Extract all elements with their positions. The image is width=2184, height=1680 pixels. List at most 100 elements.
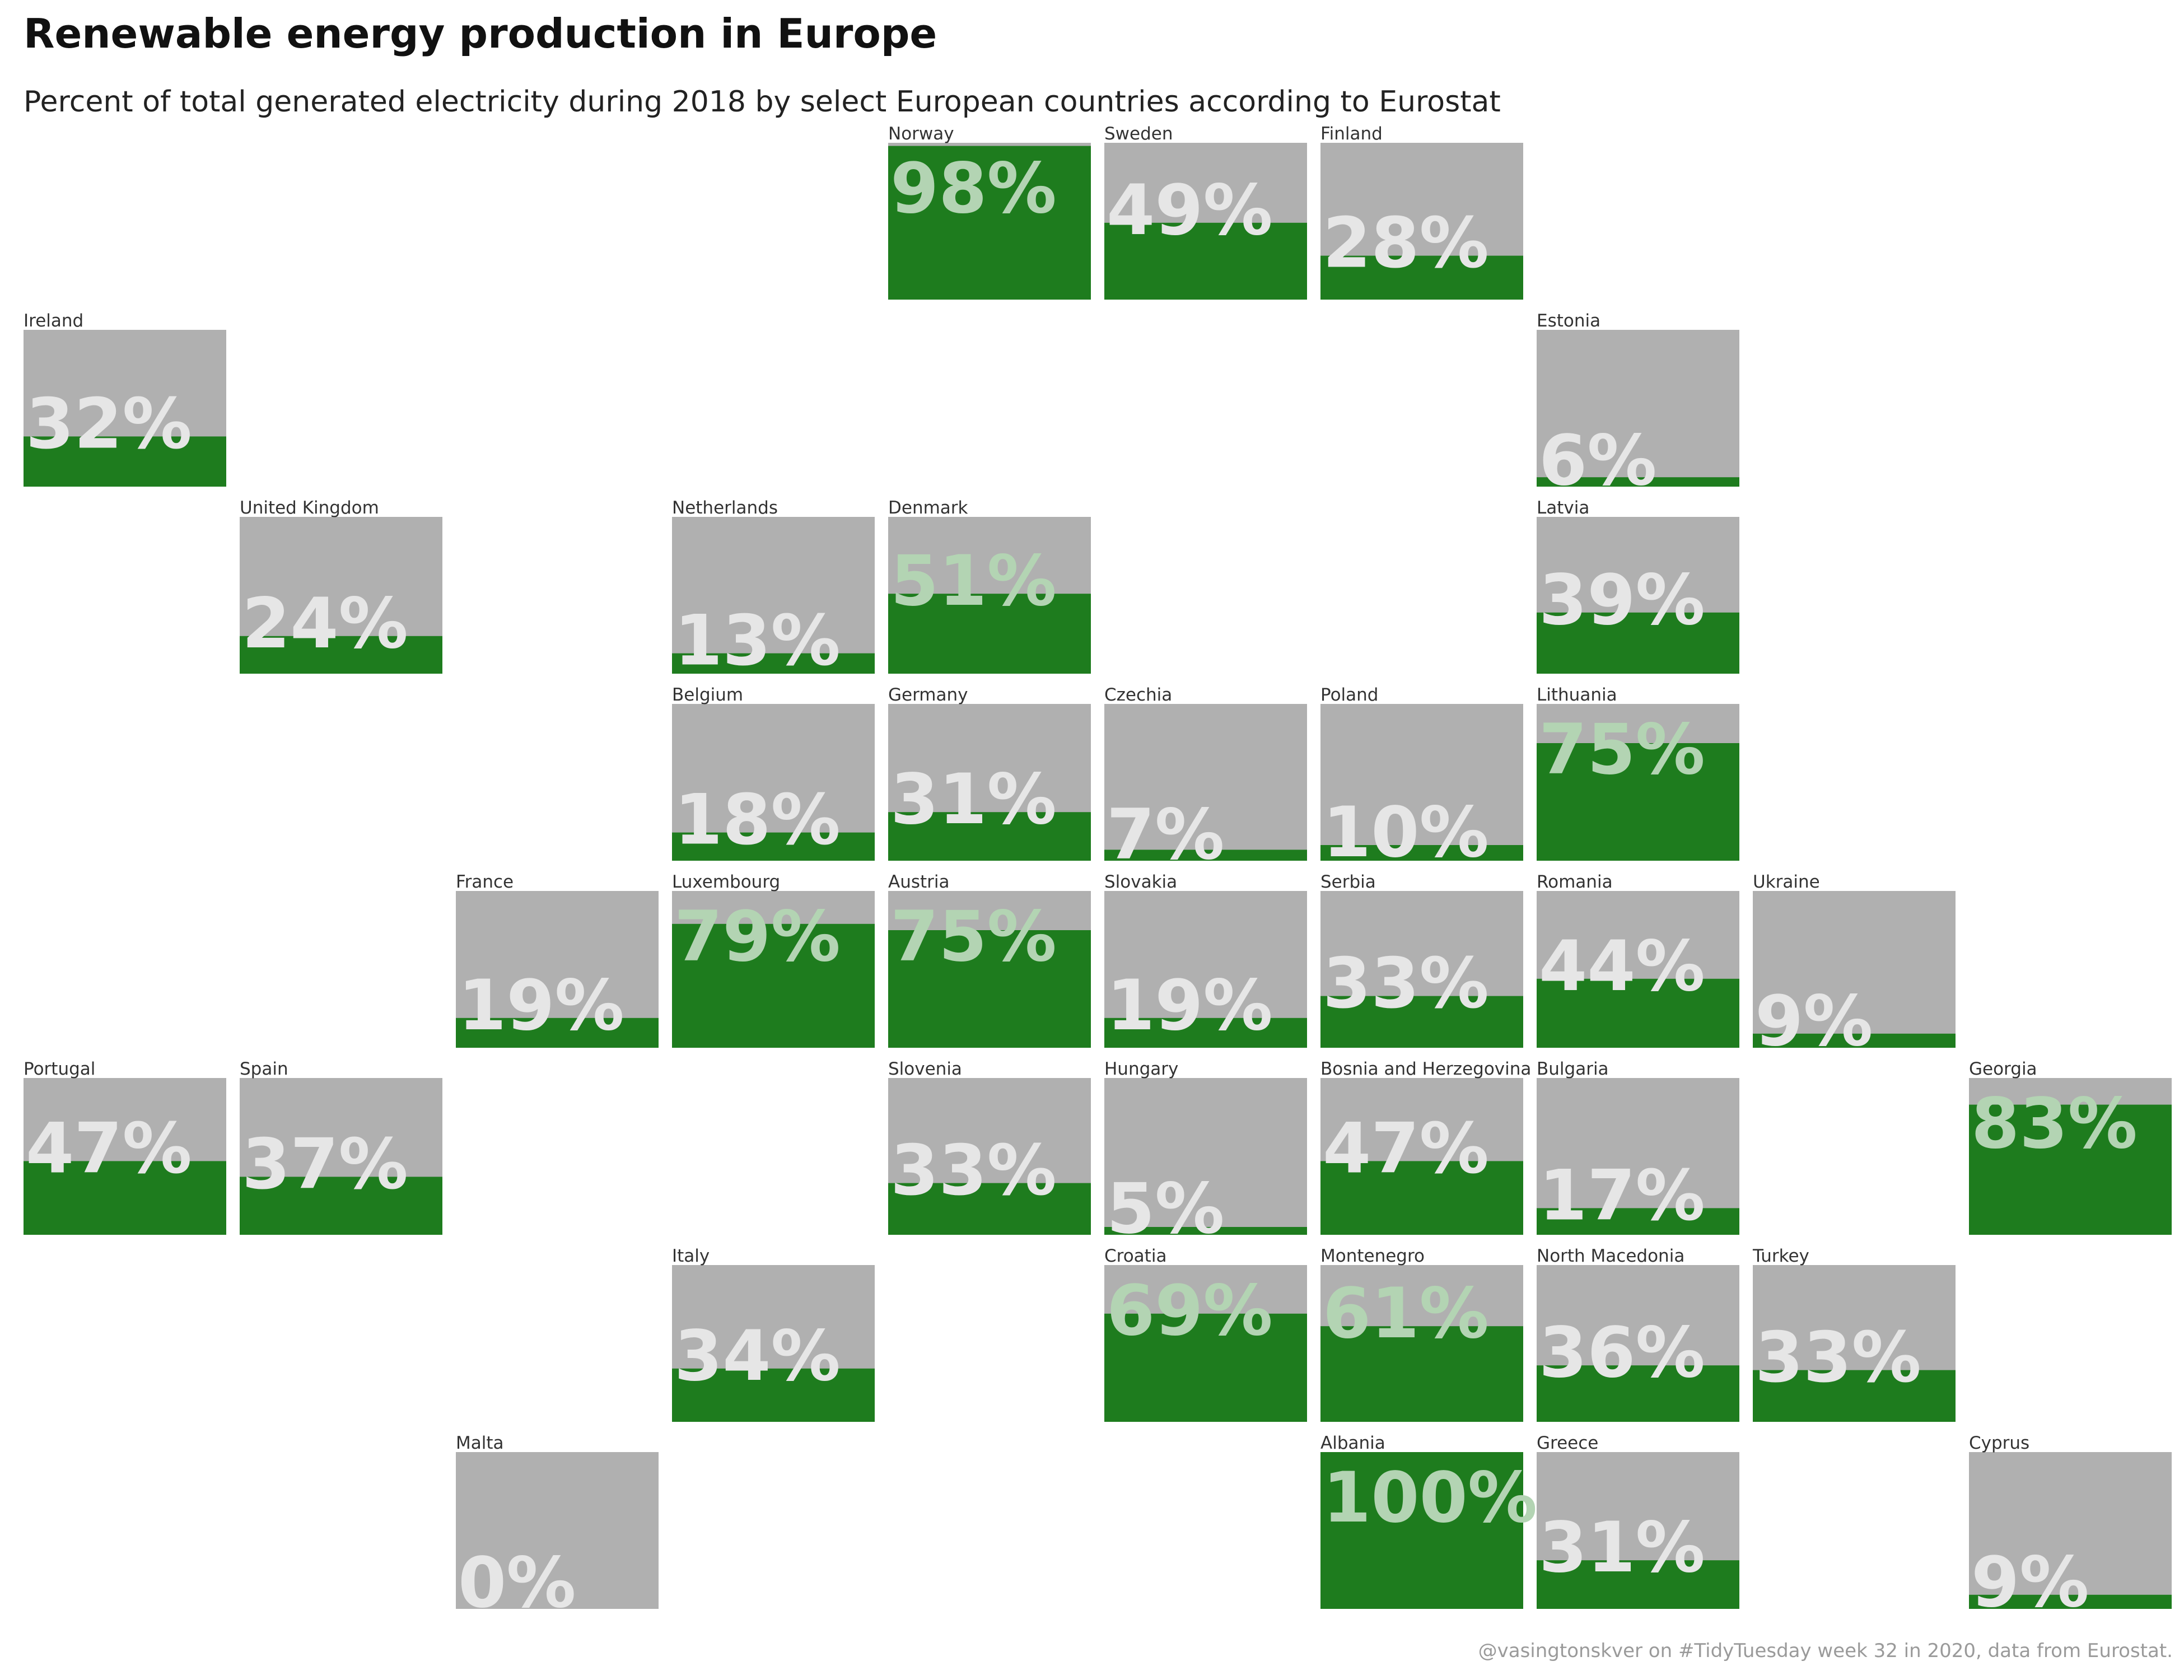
tile-netherlands: Netherlands 13% — [672, 498, 875, 682]
tile-value-bar — [1104, 850, 1307, 861]
tile-value-label: 33% — [1323, 944, 1489, 1024]
tile-bosnia-and-herzegovina: Bosnia and Herzegovina 47% — [1320, 1059, 1531, 1235]
tile-value-bar — [888, 930, 1091, 1048]
tile-value-bar — [1537, 1560, 1739, 1609]
tile-hungary: Hungary 5% — [1104, 1059, 1307, 1249]
tile-value-label: 37% — [242, 1124, 408, 1205]
tile-value-label: 31% — [1539, 1508, 1705, 1588]
tile-value-bar — [672, 653, 875, 674]
tile-slovakia: Slovakia 19% — [1104, 872, 1307, 1048]
tile-value-bar — [1969, 1104, 2172, 1235]
tile-value-bar — [456, 1018, 659, 1048]
tile-estonia: Estonia 6% — [1537, 311, 1739, 501]
tile-value-label: 83% — [1971, 1084, 2138, 1164]
tile-country-label: Austria — [888, 872, 950, 892]
tile-background — [672, 517, 875, 674]
tile-value-bar — [1320, 1326, 1523, 1422]
tile-country-label: Belgium — [672, 685, 743, 705]
tile-romania: Romania 44% — [1537, 872, 1739, 1048]
tile-value-label: 47% — [26, 1108, 192, 1189]
tile-value-bar — [672, 1368, 875, 1422]
tile-value-bar — [1537, 978, 1739, 1048]
tile-italy: Italy 34% — [672, 1246, 875, 1422]
tile-country-label: Poland — [1320, 685, 1379, 705]
tile-value-bar — [1537, 743, 1739, 861]
tile-value-bar — [1104, 1018, 1307, 1048]
tile-country-label: United Kingdom — [240, 498, 379, 518]
tile-country-label: Croatia — [1104, 1246, 1166, 1266]
tile-value-label: 44% — [1539, 926, 1705, 1007]
tile-value-label: 5% — [1107, 1169, 1225, 1249]
tile-country-label: Denmark — [888, 498, 968, 518]
tile-turkey: Turkey 33% — [1752, 1246, 1956, 1422]
tile-greece: Greece 31% — [1537, 1433, 1739, 1609]
tile-value-label: 10% — [1323, 792, 1489, 873]
tile-country-label: Ukraine — [1753, 872, 1820, 892]
tile-country-label: Italy — [672, 1246, 710, 1266]
tile-value-label: 34% — [674, 1316, 841, 1397]
tile-value-label: 28% — [1323, 203, 1489, 284]
tile-luxembourg: Luxembourg 79% — [672, 872, 875, 1048]
tile-value-label: 61% — [1323, 1273, 1489, 1354]
tile-value-bar — [1104, 1227, 1307, 1235]
tile-value-label: 13% — [674, 601, 841, 682]
tile-value-bar — [1537, 612, 1739, 674]
tile-spain: Spain 37% — [240, 1059, 442, 1235]
tile-value-label: 39% — [1539, 560, 1705, 641]
tile-background — [1537, 330, 1739, 487]
tile-value-bar — [1320, 996, 1523, 1048]
tile-value-label: 69% — [1107, 1271, 1273, 1351]
tile-denmark: Denmark 51% — [888, 498, 1091, 674]
tile-value-bar — [1104, 222, 1307, 300]
tile-country-label: Netherlands — [672, 498, 778, 518]
tile-austria: Austria 75% — [888, 872, 1091, 1048]
tile-country-label: Montenegro — [1320, 1246, 1425, 1266]
tile-value-bar — [24, 436, 226, 487]
tile-value-bar — [240, 636, 442, 674]
tile-background — [1969, 1452, 2172, 1609]
tile-value-label: 19% — [458, 965, 624, 1046]
tile-value-bar — [888, 1183, 1091, 1235]
tile-country-label: Portugal — [24, 1059, 95, 1079]
tile-value-bar — [1104, 1313, 1307, 1422]
tile-value-label: 51% — [890, 541, 1057, 622]
tile-value-bar — [240, 1177, 442, 1235]
tile-background — [1753, 891, 1956, 1048]
tile-croatia: Croatia 69% — [1104, 1246, 1307, 1422]
tile-value-bar — [888, 812, 1091, 861]
tile-ukraine: Ukraine 9% — [1753, 872, 1956, 1062]
tile-north-macedonia: North Macedonia 36% — [1537, 1246, 1739, 1422]
tile-value-label: 31% — [890, 759, 1057, 840]
tile-country-label: Albania — [1320, 1433, 1385, 1453]
tile-country-label: Sweden — [1104, 124, 1173, 144]
tile-georgia: Georgia 83% — [1969, 1059, 2172, 1235]
tile-germany: Germany 31% — [888, 685, 1091, 861]
tile-background — [1104, 1078, 1307, 1235]
tile-value-label: 24% — [242, 584, 408, 664]
tile-country-label: Greece — [1537, 1433, 1598, 1453]
tile-country-label: Estonia — [1537, 311, 1600, 331]
tile-value-label: 18% — [674, 780, 841, 861]
tile-value-bar — [672, 832, 875, 861]
tile-czechia: Czechia 7% — [1104, 685, 1307, 875]
tile-value-label: 7% — [1107, 795, 1225, 875]
tile-country-label: Georgia — [1969, 1059, 2037, 1079]
tile-value-bar — [1969, 1594, 2172, 1609]
tile-serbia: Serbia 33% — [1320, 872, 1523, 1048]
tile-value-bar — [1320, 845, 1523, 861]
tile-finland: Finland 28% — [1320, 124, 1523, 300]
tile-country-label: Finland — [1320, 124, 1383, 144]
tile-malta: Malta 0% — [456, 1433, 659, 1623]
tile-poland: Poland 10% — [1320, 685, 1523, 873]
tile-value-bar — [24, 1161, 226, 1235]
tile-cyprus: Cyprus 9% — [1969, 1433, 2172, 1623]
tile-country-label: Slovenia — [888, 1059, 962, 1079]
chart-title: Renewable energy production in Europe — [24, 10, 937, 57]
tile-country-label: Romania — [1537, 872, 1613, 892]
tile-country-label: Luxembourg — [672, 872, 780, 892]
tile-country-label: Turkey — [1752, 1246, 1809, 1266]
tile-country-label: France — [456, 872, 514, 892]
tile-value-bar — [888, 146, 1091, 300]
tile-country-label: Bulgaria — [1537, 1059, 1609, 1079]
